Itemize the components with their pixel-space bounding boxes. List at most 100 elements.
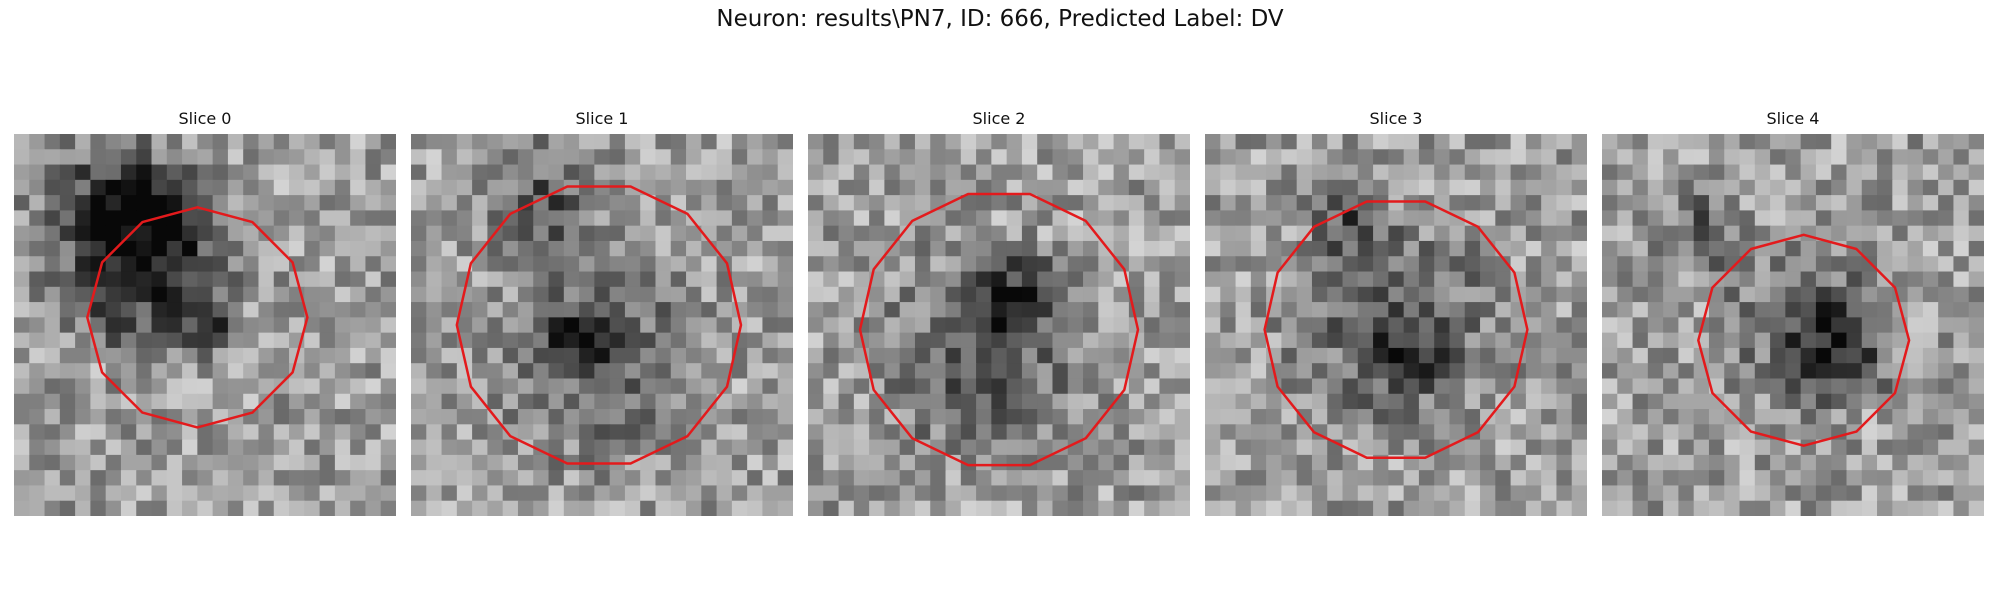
image-pixel [1465,256,1481,272]
image-pixel [839,440,855,456]
image-pixel [1236,455,1252,471]
image-pixel [1465,165,1481,181]
image-pixel [335,470,351,486]
image-pixel [1846,134,1862,150]
image-pixel [1144,272,1160,288]
image-pixel [839,394,855,410]
image-pixel [1755,333,1771,349]
image-pixel [503,501,519,516]
image-pixel [1449,378,1465,394]
image-pixel [1312,485,1328,501]
image-pixel [1480,363,1496,379]
image-pixel [1098,180,1114,196]
image-pixel [90,134,106,150]
image-pixel [1770,195,1786,211]
image-pixel [1709,180,1725,196]
image-pixel [976,424,992,440]
image-pixel [976,302,992,318]
image-pixel [213,348,229,364]
image-pixel [1938,134,1954,150]
image-pixel [1037,210,1053,226]
image-pixel [75,485,91,501]
image-pixel [549,195,565,211]
image-pixel [1465,180,1481,196]
image-pixel [1236,180,1252,196]
image-pixel [243,455,259,471]
image-pixel [411,180,427,196]
image-pixel [1281,210,1297,226]
image-pixel [75,333,91,349]
image-pixel [1694,287,1710,303]
image-pixel [1312,241,1328,257]
image-pixel [747,394,763,410]
image-pixel [1236,363,1252,379]
image-pixel [1175,363,1190,379]
image-pixel [1312,195,1328,211]
image-pixel [1678,348,1694,364]
image-pixel [350,455,366,471]
image-pixel [1526,302,1542,318]
image-pixel [304,287,320,303]
image-pixel [961,363,977,379]
image-pixel [1908,378,1924,394]
image-pixel [1526,210,1542,226]
image-pixel [1434,226,1450,242]
image-pixel [1129,485,1145,501]
image-pixel [426,317,442,333]
image-pixel [1602,394,1618,410]
image-pixel [197,348,213,364]
image-pixel [594,424,610,440]
image-pixel [671,378,687,394]
image-pixel [1801,424,1817,440]
image-pixel [75,180,91,196]
image-pixel [45,470,61,486]
image-pixel [854,470,870,486]
image-pixel [1556,256,1572,272]
image-pixel [762,256,778,272]
image-pixel [1251,287,1267,303]
image-pixel [1083,317,1099,333]
image-pixel [1678,363,1694,379]
image-pixel [1862,272,1878,288]
image-pixel [1724,287,1740,303]
image-pixel [1923,440,1939,456]
image-pixel [304,470,320,486]
image-pixel [1602,409,1618,425]
image-pixel [671,394,687,410]
image-pixel [1251,440,1267,456]
image-pixel [136,149,152,165]
image-pixel [1556,195,1572,211]
image-pixel [762,409,778,425]
image-pixel [1175,226,1190,242]
image-pixel [884,363,900,379]
image-pixel [472,180,488,196]
image-pixel [1648,302,1664,318]
image-pixel [884,348,900,364]
image-pixel [930,317,946,333]
image-pixel [1785,333,1801,349]
image-pixel [1266,317,1282,333]
image-pixel [900,394,916,410]
image-pixel [1511,455,1527,471]
image-pixel [1633,378,1649,394]
image-pixel [365,134,381,150]
image-pixel [320,287,336,303]
image-pixel [1297,470,1313,486]
image-pixel [625,378,641,394]
image-pixel [365,302,381,318]
image-pixel [1556,165,1572,181]
image-pixel [1175,409,1190,425]
image-pixel [75,195,91,211]
image-pixel [152,272,168,288]
image-pixel [75,134,91,150]
image-pixel [869,195,885,211]
image-pixel [213,501,229,516]
image-pixel [1556,287,1572,303]
image-pixel [915,485,931,501]
image-pixel [900,287,916,303]
image-pixel [487,195,503,211]
image-pixel [1327,302,1343,318]
image-pixel [1663,378,1679,394]
image-pixel [274,180,290,196]
image-pixel [90,241,106,257]
